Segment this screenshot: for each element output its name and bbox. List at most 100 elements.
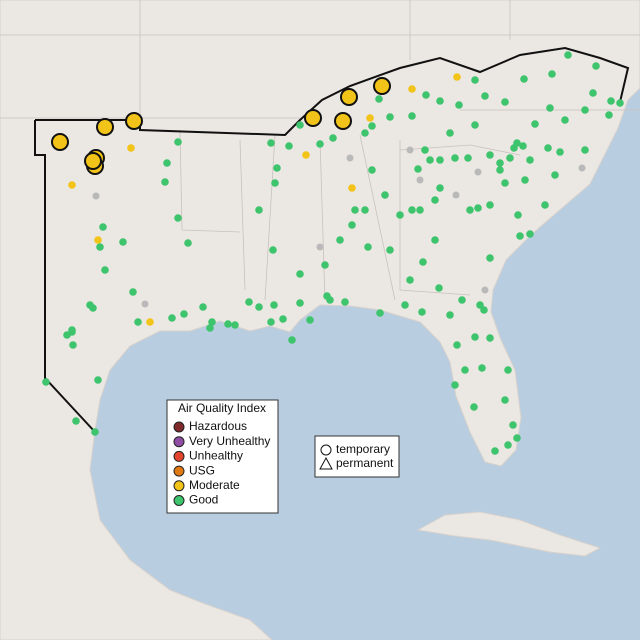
site bbox=[486, 151, 494, 159]
site-nodata bbox=[452, 191, 460, 199]
shape-label: temporary bbox=[336, 442, 390, 456]
site-large bbox=[334, 112, 352, 130]
legend-label: Moderate bbox=[189, 478, 240, 492]
site bbox=[504, 366, 512, 374]
site bbox=[401, 301, 409, 309]
shape-swatch bbox=[320, 444, 332, 456]
site bbox=[180, 310, 188, 318]
site bbox=[255, 303, 263, 311]
legend-swatch bbox=[173, 436, 185, 448]
site bbox=[589, 89, 597, 97]
sites bbox=[42, 51, 624, 455]
site bbox=[509, 421, 517, 429]
site bbox=[501, 98, 509, 106]
site bbox=[168, 314, 176, 322]
site bbox=[91, 428, 99, 436]
site bbox=[89, 304, 97, 312]
legend-swatch bbox=[173, 450, 185, 462]
cuba bbox=[416, 511, 602, 557]
site bbox=[496, 159, 504, 167]
site bbox=[321, 261, 329, 269]
site bbox=[386, 246, 394, 254]
site bbox=[519, 142, 527, 150]
site bbox=[501, 179, 509, 187]
site bbox=[94, 376, 102, 384]
site bbox=[351, 206, 359, 214]
site bbox=[451, 154, 459, 162]
site bbox=[94, 236, 102, 244]
site-large bbox=[340, 88, 358, 106]
legend-swatch bbox=[173, 465, 185, 477]
site bbox=[548, 70, 556, 78]
site bbox=[435, 284, 443, 292]
site bbox=[386, 113, 394, 121]
site bbox=[564, 51, 572, 59]
site bbox=[446, 311, 454, 319]
site-large bbox=[304, 109, 322, 127]
site-nodata bbox=[92, 192, 100, 200]
legend-label: Good bbox=[189, 493, 218, 507]
site bbox=[471, 333, 479, 341]
site bbox=[326, 296, 334, 304]
site-nodata bbox=[416, 176, 424, 184]
site bbox=[592, 62, 600, 70]
site bbox=[455, 101, 463, 109]
site bbox=[208, 318, 216, 326]
site bbox=[453, 73, 461, 81]
site bbox=[416, 206, 424, 214]
site bbox=[605, 111, 613, 119]
site bbox=[501, 396, 509, 404]
site bbox=[368, 122, 376, 130]
site bbox=[364, 243, 372, 251]
site bbox=[478, 364, 486, 372]
site bbox=[302, 151, 310, 159]
site-large bbox=[84, 152, 102, 170]
site bbox=[267, 318, 275, 326]
shape-legend-box bbox=[314, 435, 400, 478]
site bbox=[134, 318, 142, 326]
site bbox=[556, 148, 564, 156]
site bbox=[269, 246, 277, 254]
site bbox=[470, 403, 478, 411]
legend-swatch bbox=[173, 480, 185, 492]
site bbox=[421, 146, 429, 154]
site bbox=[376, 309, 384, 317]
site bbox=[436, 97, 444, 105]
legend-label: Very Unhealthy bbox=[189, 434, 270, 448]
site bbox=[161, 178, 169, 186]
site-large bbox=[96, 118, 114, 136]
site bbox=[496, 166, 504, 174]
site-nodata bbox=[474, 168, 482, 176]
site-nodata bbox=[346, 154, 354, 162]
site-large bbox=[373, 77, 391, 95]
site bbox=[255, 206, 263, 214]
site bbox=[96, 243, 104, 251]
site bbox=[348, 221, 356, 229]
site bbox=[408, 85, 416, 93]
legend-box bbox=[166, 399, 279, 514]
site bbox=[446, 129, 454, 137]
site bbox=[279, 315, 287, 323]
site bbox=[471, 121, 479, 129]
site bbox=[174, 214, 182, 222]
site bbox=[476, 301, 484, 309]
site bbox=[513, 434, 521, 442]
site bbox=[224, 320, 232, 328]
site bbox=[513, 139, 521, 147]
site bbox=[414, 165, 422, 173]
site-large bbox=[125, 112, 143, 130]
site bbox=[526, 230, 534, 238]
site bbox=[146, 318, 154, 326]
site bbox=[551, 171, 559, 179]
site bbox=[163, 159, 171, 167]
site bbox=[129, 288, 137, 296]
site bbox=[72, 417, 80, 425]
site bbox=[458, 296, 466, 304]
site bbox=[348, 184, 356, 192]
site bbox=[408, 206, 416, 214]
site bbox=[520, 75, 528, 83]
site bbox=[296, 299, 304, 307]
site bbox=[316, 140, 324, 148]
